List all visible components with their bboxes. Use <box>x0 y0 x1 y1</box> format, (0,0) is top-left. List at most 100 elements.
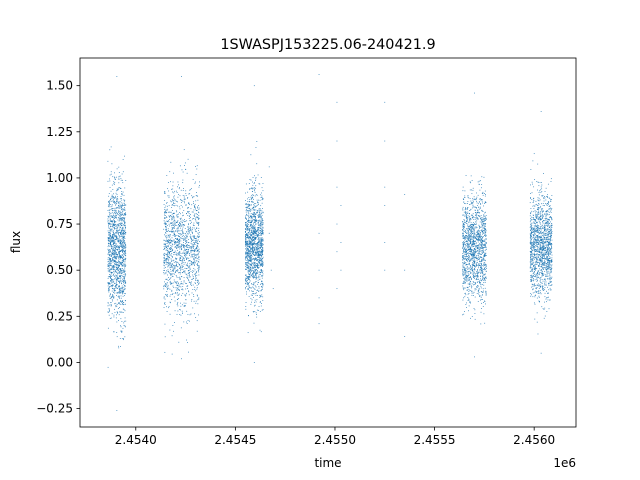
data-point-404 <box>112 268 114 270</box>
data-point-4046 <box>259 213 261 215</box>
data-point-3186 <box>262 240 264 242</box>
data-point-3503 <box>254 230 256 232</box>
data-point-4370 <box>475 238 477 240</box>
data-point-4782 <box>475 288 477 290</box>
data-point-2957 <box>245 229 247 231</box>
data-point-4594 <box>483 223 484 224</box>
data-point-2234 <box>197 243 199 245</box>
data-point-4818 <box>469 253 470 255</box>
data-point-2607 <box>184 305 186 307</box>
data-point-4827 <box>481 270 483 272</box>
data-point-1315 <box>111 200 113 202</box>
data-point-929 <box>109 219 111 221</box>
data-point-1402 <box>192 233 193 235</box>
data-point-905 <box>112 226 113 228</box>
data-point-2233 <box>170 181 172 183</box>
data-point-3228 <box>258 253 260 255</box>
data-point-4398 <box>464 222 466 224</box>
data-point-3679 <box>260 263 261 265</box>
data-point-1417 <box>182 182 184 184</box>
data-point-1911 <box>197 303 199 305</box>
data-point-174 <box>118 288 120 290</box>
data-point-2283 <box>182 224 184 225</box>
data-point-1925 <box>181 283 183 284</box>
data-point-2093 <box>168 287 170 289</box>
data-point-860 <box>122 308 124 310</box>
data-point-2989 <box>259 216 261 218</box>
data-point-4972 <box>470 251 472 253</box>
data-point-661 <box>117 274 119 276</box>
data-point-712 <box>121 264 122 266</box>
data-point-810 <box>118 166 120 168</box>
data-point-3355 <box>245 230 247 232</box>
data-point-1827 <box>175 281 177 283</box>
data-point-4656 <box>479 256 481 258</box>
data-point-705 <box>111 272 113 274</box>
data-point-922 <box>119 217 121 219</box>
data-point-4447 <box>485 238 487 239</box>
data-point-1871 <box>190 246 192 248</box>
data-point-3656 <box>247 288 248 290</box>
data-point-1500 <box>179 259 180 261</box>
data-point-2242 <box>165 261 167 263</box>
data-point-410 <box>122 243 124 245</box>
data-point-2215 <box>176 258 178 259</box>
data-point-770 <box>118 177 120 179</box>
data-point-3968 <box>248 245 250 247</box>
data-point-2756 <box>180 221 182 223</box>
data-point-859 <box>120 240 121 242</box>
data-point-2562 <box>171 265 172 267</box>
data-point-264 <box>119 201 121 202</box>
data-point-3913 <box>247 203 249 205</box>
data-point-1524 <box>197 246 199 248</box>
data-point-4244 <box>476 220 478 222</box>
data-point-1301 <box>113 270 114 272</box>
data-point-4672 <box>463 244 465 246</box>
data-point-1297 <box>119 255 121 256</box>
data-point-193 <box>122 259 124 261</box>
data-point-3768 <box>253 222 255 223</box>
data-point-4310 <box>483 244 484 246</box>
data-point-1298 <box>118 246 120 248</box>
data-point-4387 <box>469 220 471 222</box>
data-point-660 <box>122 244 124 246</box>
data-point-254 <box>120 188 122 189</box>
data-point-2111 <box>184 228 186 229</box>
data-point-3951 <box>260 243 261 245</box>
data-point-4119 <box>249 187 251 189</box>
data-point-3722 <box>257 255 259 257</box>
data-point-2311 <box>174 265 176 267</box>
data-point-2768 <box>198 267 200 269</box>
data-point-4967 <box>469 241 471 243</box>
data-point-1336 <box>118 201 120 203</box>
data-point-3481 <box>252 245 253 247</box>
data-point-4299 <box>464 257 466 259</box>
data-point-1279 <box>110 284 112 286</box>
data-point-1110 <box>124 204 126 206</box>
data-point-1666 <box>184 238 186 240</box>
data-point-1267 <box>116 299 118 301</box>
data-point-1483 <box>164 211 166 213</box>
data-point-4057 <box>262 183 264 184</box>
data-point-649 <box>119 280 121 282</box>
data-point-3793 <box>245 236 246 237</box>
data-point-4845 <box>482 277 484 279</box>
data-point-2169 <box>197 261 199 262</box>
data-point-2141 <box>194 244 196 245</box>
data-point-1568 <box>180 276 182 277</box>
data-point-3849 <box>257 256 259 258</box>
data-point-2574 <box>195 262 196 264</box>
data-point-3924 <box>251 235 252 237</box>
data-point-91 <box>108 240 110 242</box>
data-point-2712 <box>180 282 182 284</box>
data-point-150 <box>110 241 111 243</box>
data-point-381 <box>116 198 118 199</box>
data-point-1528 <box>166 283 168 285</box>
data-point-2218 <box>173 192 175 194</box>
data-point-2624 <box>164 253 166 255</box>
data-point-912 <box>109 261 111 262</box>
data-point-3616 <box>259 272 261 273</box>
data-point-4853 <box>468 262 470 264</box>
data-point-2453 <box>164 252 166 254</box>
data-point-3146 <box>259 297 261 298</box>
